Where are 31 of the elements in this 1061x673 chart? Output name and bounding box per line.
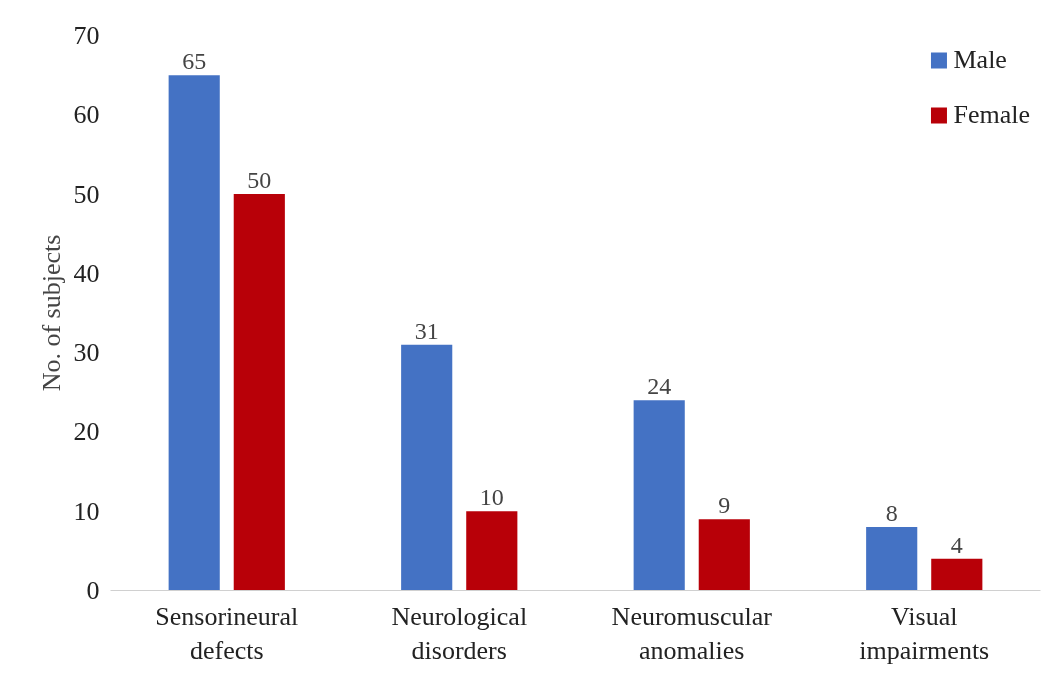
data-label: 31 <box>414 317 439 344</box>
bar <box>931 558 983 591</box>
data-label: 65 <box>182 48 207 75</box>
bar <box>466 511 518 591</box>
y-tick-label: 20 <box>73 417 100 447</box>
bar <box>633 400 685 591</box>
data-label: 9 <box>718 492 731 519</box>
x-tick-label: Neurological disorders <box>391 601 528 666</box>
data-label: 4 <box>950 531 963 558</box>
bar <box>401 344 453 591</box>
bar <box>168 75 220 591</box>
bar <box>233 194 285 591</box>
y-tick-label: 10 <box>73 496 100 526</box>
data-label: 50 <box>247 167 272 194</box>
y-tick-label: 0 <box>86 576 100 605</box>
x-tick-label: Neuromuscular anomalies <box>611 601 773 666</box>
x-tick-label: Sensorineural defects <box>155 601 299 666</box>
y-tick-label: 60 <box>73 100 100 130</box>
y-tick-label: 50 <box>73 179 100 209</box>
x-tick-label: Visual impairments <box>859 601 990 666</box>
bar <box>698 519 750 591</box>
bar <box>866 527 918 591</box>
data-label: 8 <box>885 500 898 527</box>
data-label: 24 <box>647 373 672 400</box>
data-label: 10 <box>479 484 504 511</box>
y-tick-label: 30 <box>73 338 100 368</box>
y-axis-title: No. of subjects <box>36 234 66 392</box>
legend-label: Female <box>953 100 1030 130</box>
y-tick-label: 70 <box>73 21 100 50</box>
y-tick-label: 40 <box>73 258 100 288</box>
legend-label: Male <box>953 45 1007 75</box>
